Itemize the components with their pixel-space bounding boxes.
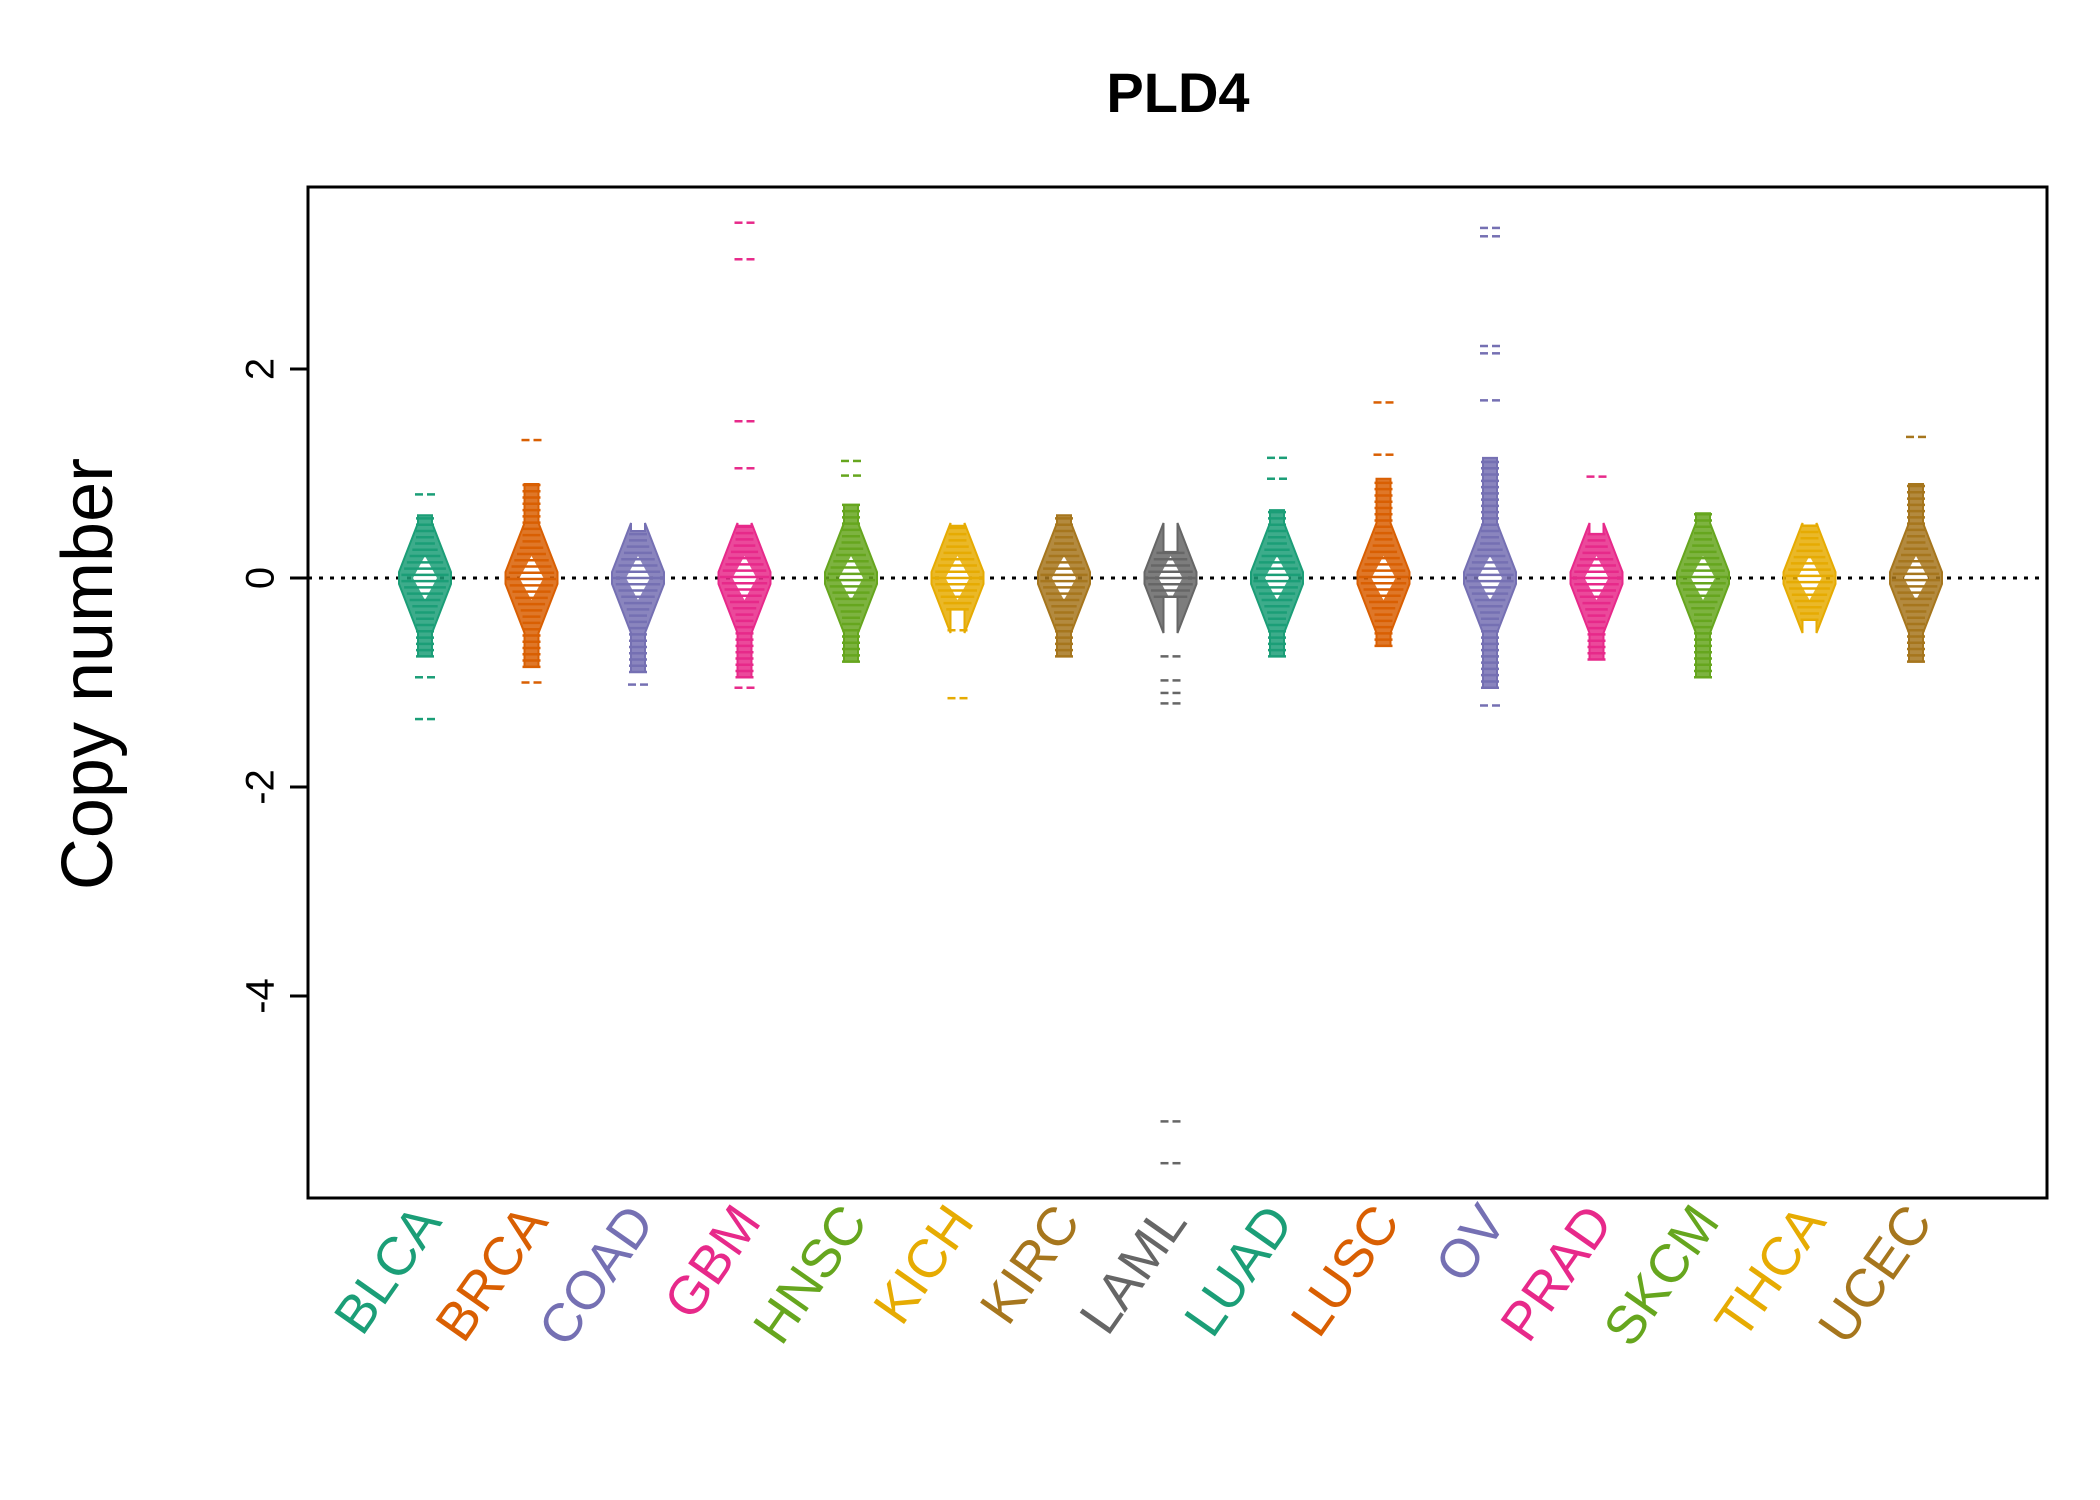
bean-coad: [611, 522, 665, 686]
beans-layer: [398, 221, 1943, 1165]
y-tick-label: 0: [239, 567, 283, 589]
y-tick-label: 2: [239, 358, 283, 380]
bean-blca: [398, 493, 452, 721]
bean-center-blca: [413, 556, 437, 600]
axes-layer: 2 0 -2 -4: [239, 185, 2049, 1200]
y-tick-label: -2: [239, 769, 283, 805]
bean-ucec: [1889, 435, 1943, 663]
x-tick-label-ov: OV: [1424, 1194, 1518, 1292]
bean-thca: [1782, 522, 1837, 634]
x-tick-label-coad: COAD: [527, 1194, 666, 1356]
x-tick-label-hnsc: HNSC: [742, 1194, 879, 1354]
x-tick-label-luad: LUAD: [1173, 1194, 1305, 1346]
bean-laml: [1143, 522, 1198, 1165]
x-tick-label-ucec: UCEC: [1807, 1194, 1944, 1354]
y-axis-label: Copy number: [48, 458, 128, 890]
bean-center-kirc: [1052, 556, 1076, 600]
bean-ov: [1463, 226, 1517, 707]
plot-frame: [306, 185, 2049, 1200]
bean-center-ov: [1478, 556, 1502, 600]
bean-center-luad: [1265, 556, 1289, 600]
chart-title: PLD4: [1106, 61, 1249, 124]
bean-skcm: [1676, 512, 1730, 679]
bean-gbm: [717, 221, 772, 689]
bean-hnsc: [824, 459, 878, 663]
bean-kich: [930, 522, 985, 700]
bean-kirc: [1037, 514, 1091, 658]
bean-lusc: [1356, 401, 1411, 648]
x-tick-label-kich: KICH: [862, 1194, 985, 1334]
x-tick-label-laml: LAML: [1068, 1194, 1198, 1344]
y-tick-label: -4: [239, 978, 283, 1014]
x-tick-label-lusc: LUSC: [1280, 1194, 1412, 1346]
x-tick-label-skcm: SKCM: [1592, 1194, 1731, 1356]
bean-brca: [504, 438, 559, 684]
bean-luad: [1250, 456, 1304, 658]
bean-prad: [1569, 475, 1624, 661]
